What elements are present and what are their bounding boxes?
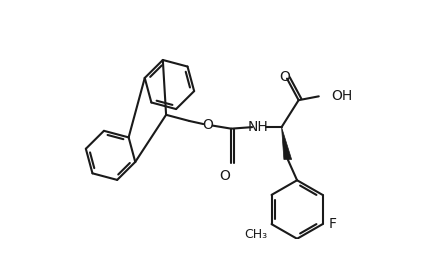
Text: O: O bbox=[279, 70, 290, 84]
Text: O: O bbox=[219, 169, 230, 184]
Text: OH: OH bbox=[331, 89, 353, 103]
Text: O: O bbox=[202, 118, 213, 132]
Text: NH: NH bbox=[248, 120, 268, 134]
Polygon shape bbox=[282, 127, 292, 159]
Text: CH₃: CH₃ bbox=[244, 228, 268, 241]
Text: F: F bbox=[329, 217, 337, 231]
